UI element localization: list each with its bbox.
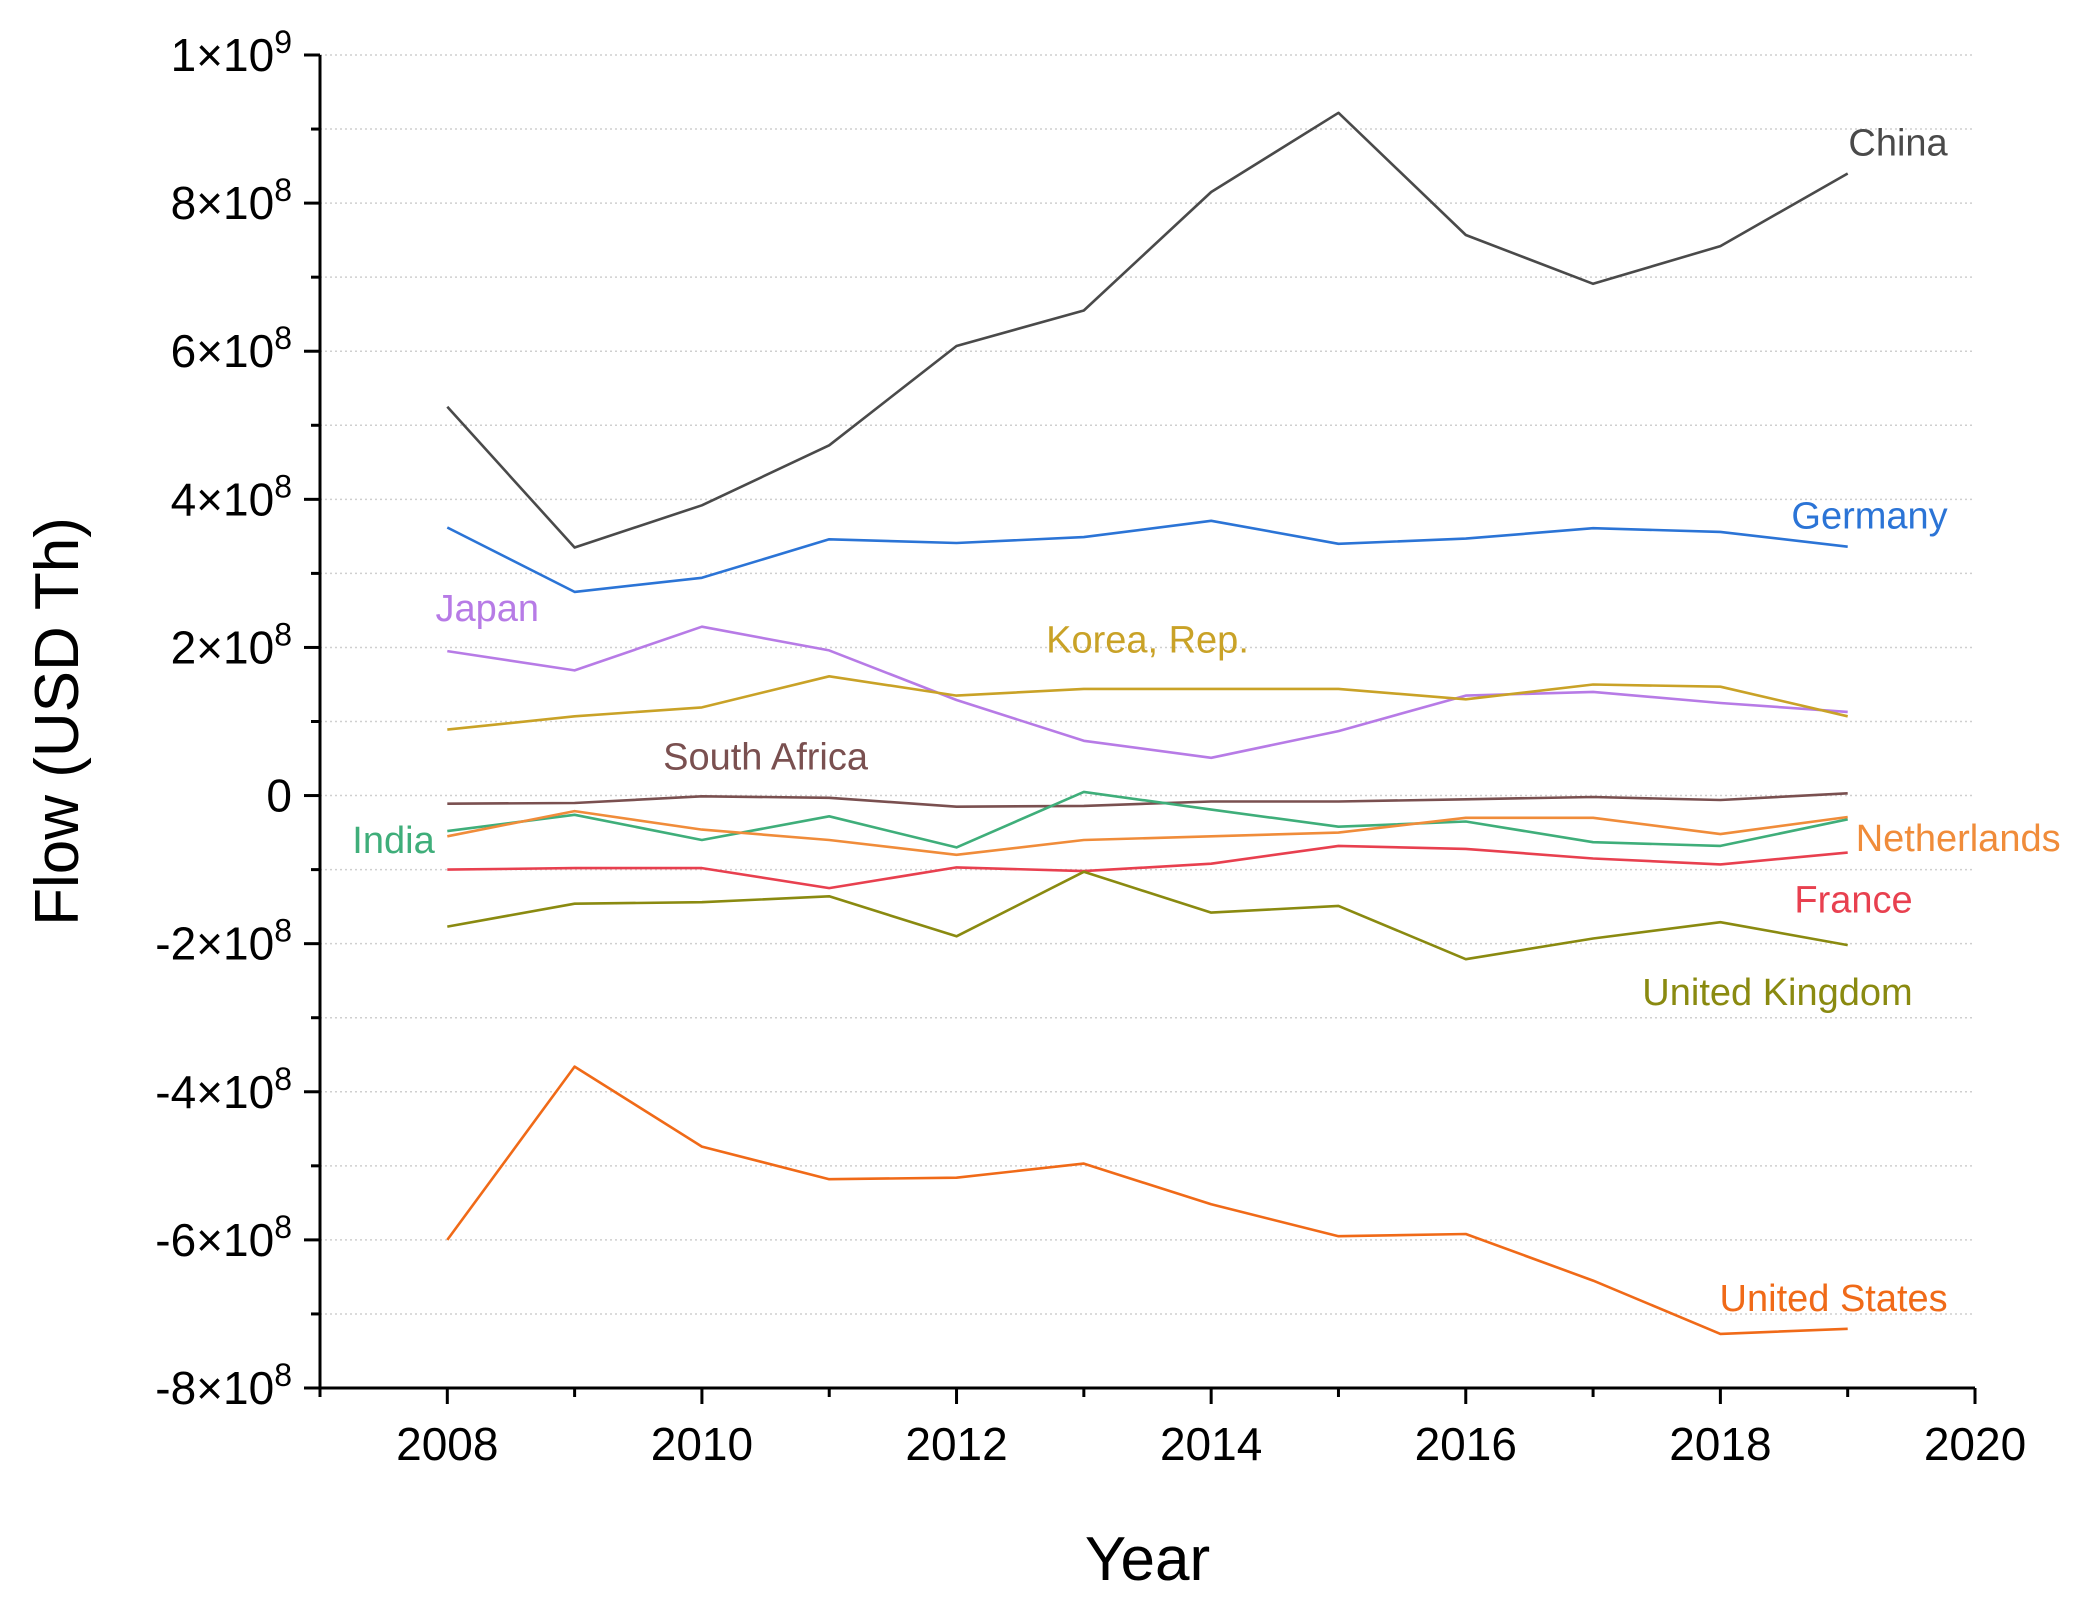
y-tick-label: 2×108 [171, 616, 292, 673]
y-tick-label: 6×108 [171, 320, 292, 377]
y-tick-label: 0 [266, 770, 292, 822]
series-label-korea-rep: Korea, Rep. [1046, 619, 1249, 661]
series-line-germany [446, 519, 1848, 594]
series-line-france [447, 844, 1848, 890]
series-layer [446, 111, 1849, 1336]
x-axis-title: Year [1085, 1525, 1210, 1594]
y-tick-label: -4×108 [155, 1061, 292, 1118]
y-axis-title: Flow (USD Th) [23, 517, 92, 926]
series-label-united-kingdom: United Kingdom [1642, 972, 1912, 1014]
y-tick-label: 4×108 [171, 468, 292, 525]
y-tick-exponent: 8 [274, 320, 292, 356]
x-ticks: 2008 2010 2012 2014 2016 2018 2020 [318, 1388, 2026, 1470]
y-tick-exponent: 8 [274, 1357, 292, 1393]
series-line-united-kingdom [447, 870, 1848, 961]
series-line-south-africa [447, 792, 1848, 809]
y-tick-exponent: 9 [274, 24, 292, 60]
series-label-netherlands: Netherlands [1856, 818, 2061, 860]
series-label-china: China [1848, 122, 1948, 164]
x-tick-label: 2016 [1415, 1418, 1517, 1470]
series-line-india [447, 790, 1848, 849]
series-label-japan: Japan [436, 588, 540, 630]
x-tick-label: 2010 [651, 1418, 753, 1470]
y-tick-label: -6×108 [155, 1209, 292, 1266]
series-label-france: France [1794, 880, 1912, 922]
x-tick-label: 2020 [1924, 1418, 2026, 1470]
series-labels: China Germany Japan Korea, Rep. South Africa… [352, 122, 2060, 1319]
grid [320, 54, 1975, 1315]
x-tick-label: 2012 [905, 1418, 1007, 1470]
y-tick-exponent: 8 [274, 616, 292, 652]
y-tick-label: 1×109 [171, 24, 292, 81]
y-tick-label: -8×108 [155, 1357, 292, 1414]
x-tick-label: 2018 [1669, 1418, 1771, 1470]
series-line-china [446, 111, 1849, 549]
y-tick-exponent: 8 [274, 1061, 292, 1097]
y-tick-exponent: 8 [274, 468, 292, 504]
series-line-netherlands [447, 809, 1848, 857]
x-tick-label: 2008 [396, 1418, 498, 1470]
series-label-india: India [352, 820, 435, 862]
series-line-korea-rep [447, 674, 1848, 731]
series-line-japan [447, 625, 1848, 760]
y-tick-label: -2×108 [155, 913, 292, 970]
y-ticks: 1×109 8×108 6×108 4×108 2×108 0 -2×108 -4×108 -6… [155, 24, 320, 1414]
y-tick-label: 8×108 [171, 172, 292, 229]
y-tick-exponent: 8 [274, 913, 292, 949]
x-tick-label: 2014 [1160, 1418, 1262, 1470]
series-label-germany: Germany [1791, 496, 1947, 538]
series-line-united-states [446, 1065, 1848, 1336]
y-tick-exponent: 8 [274, 172, 292, 208]
series-label-south-africa: South Africa [663, 736, 869, 778]
series-label-united-states: United States [1720, 1278, 1948, 1320]
y-tick-exponent: 8 [274, 1209, 292, 1245]
